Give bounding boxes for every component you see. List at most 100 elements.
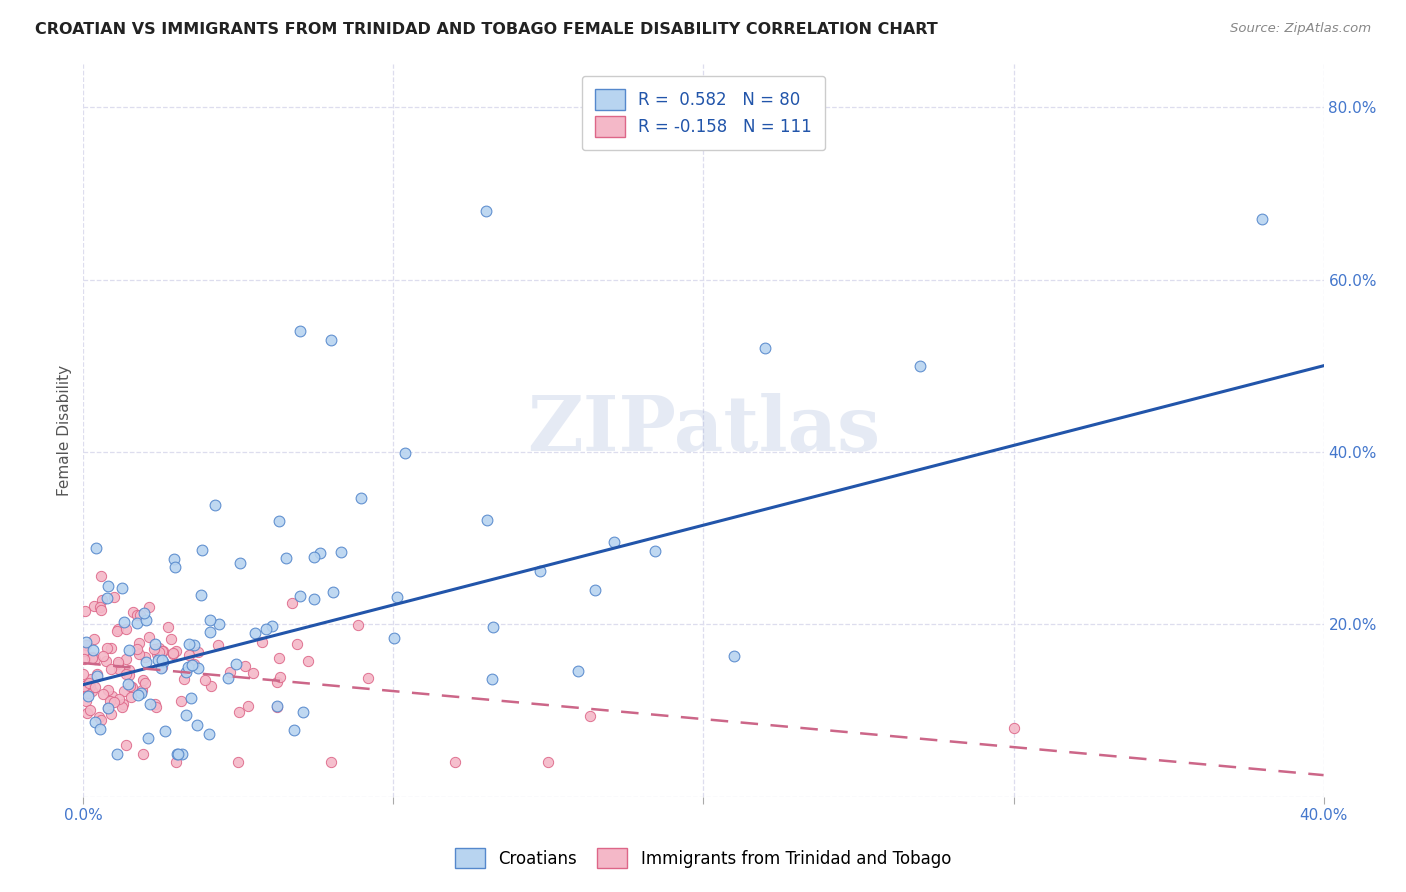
Point xyxy=(177,648,200,662)
Point xyxy=(121,680,143,694)
Point xyxy=(138,631,160,645)
Point xyxy=(482,620,505,634)
Point xyxy=(91,649,114,664)
Point xyxy=(217,671,239,685)
Point xyxy=(105,624,128,638)
Point xyxy=(260,619,283,633)
Point xyxy=(120,690,142,705)
Point xyxy=(477,513,499,527)
Point xyxy=(107,657,129,671)
Point xyxy=(114,652,136,666)
Point xyxy=(174,707,197,722)
Point xyxy=(198,613,221,627)
Point xyxy=(107,655,129,669)
Point xyxy=(80,672,103,686)
Point xyxy=(174,665,197,680)
Point xyxy=(150,659,173,673)
Point xyxy=(149,661,172,675)
Point xyxy=(181,658,204,673)
Point xyxy=(152,656,174,670)
Point xyxy=(129,685,152,699)
Point xyxy=(481,672,503,686)
Point xyxy=(309,546,332,560)
Point xyxy=(302,549,325,564)
Point xyxy=(910,359,932,373)
Point xyxy=(283,723,305,737)
Point xyxy=(266,699,288,714)
Point xyxy=(89,599,111,614)
Point xyxy=(100,690,122,704)
Point xyxy=(127,688,149,702)
Point xyxy=(578,709,600,723)
Point xyxy=(117,676,139,690)
Point xyxy=(135,655,157,669)
Point xyxy=(242,665,264,680)
Point xyxy=(82,643,104,657)
Point xyxy=(207,638,229,652)
Point xyxy=(254,622,277,636)
Point xyxy=(754,342,776,356)
Legend: Croatians, Immigrants from Trinidad and Tobago: Croatians, Immigrants from Trinidad and … xyxy=(447,839,959,877)
Point xyxy=(76,677,98,691)
Point xyxy=(183,657,205,671)
Point xyxy=(114,667,136,681)
Point xyxy=(148,645,170,659)
Point xyxy=(163,560,186,574)
Point xyxy=(100,706,122,721)
Point xyxy=(80,651,103,665)
Point xyxy=(75,678,97,692)
Point xyxy=(346,618,368,632)
Point xyxy=(603,535,626,549)
Point xyxy=(73,679,96,693)
Point xyxy=(125,615,148,630)
Point xyxy=(145,699,167,714)
Point xyxy=(179,637,201,651)
Point xyxy=(75,693,97,707)
Point xyxy=(583,582,606,597)
Point xyxy=(321,333,343,347)
Point xyxy=(75,638,97,652)
Point xyxy=(83,599,105,614)
Point xyxy=(165,644,187,658)
Point xyxy=(118,663,141,677)
Point xyxy=(83,632,105,647)
Point xyxy=(118,668,141,682)
Point xyxy=(567,664,589,678)
Point xyxy=(180,690,202,705)
Point xyxy=(73,652,96,666)
Point xyxy=(229,556,252,570)
Point xyxy=(148,640,170,655)
Point xyxy=(97,701,120,715)
Point xyxy=(163,551,186,566)
Point xyxy=(90,603,112,617)
Point xyxy=(350,491,373,505)
Point xyxy=(91,687,114,701)
Point xyxy=(97,683,120,698)
Point xyxy=(198,727,221,741)
Point xyxy=(75,604,97,618)
Point xyxy=(382,631,405,645)
Point xyxy=(84,652,107,666)
Point xyxy=(82,649,104,664)
Point xyxy=(302,592,325,607)
Text: ZIPatlas: ZIPatlas xyxy=(527,393,880,467)
Point xyxy=(79,703,101,717)
Point xyxy=(269,514,291,528)
Point xyxy=(114,622,136,636)
Point xyxy=(100,662,122,676)
Point xyxy=(108,662,131,676)
Point xyxy=(723,648,745,663)
Point xyxy=(76,706,98,721)
Point xyxy=(100,694,122,708)
Point xyxy=(134,649,156,664)
Point xyxy=(281,596,304,610)
Point xyxy=(134,676,156,690)
Point xyxy=(1250,212,1272,227)
Point xyxy=(228,705,250,719)
Point xyxy=(118,643,141,657)
Text: CROATIAN VS IMMIGRANTS FROM TRINIDAD AND TOBAGO FEMALE DISABILITY CORRELATION CH: CROATIAN VS IMMIGRANTS FROM TRINIDAD AND… xyxy=(35,22,938,37)
Point xyxy=(191,542,214,557)
Point xyxy=(84,714,107,729)
Point xyxy=(644,544,666,558)
Point xyxy=(266,674,288,689)
